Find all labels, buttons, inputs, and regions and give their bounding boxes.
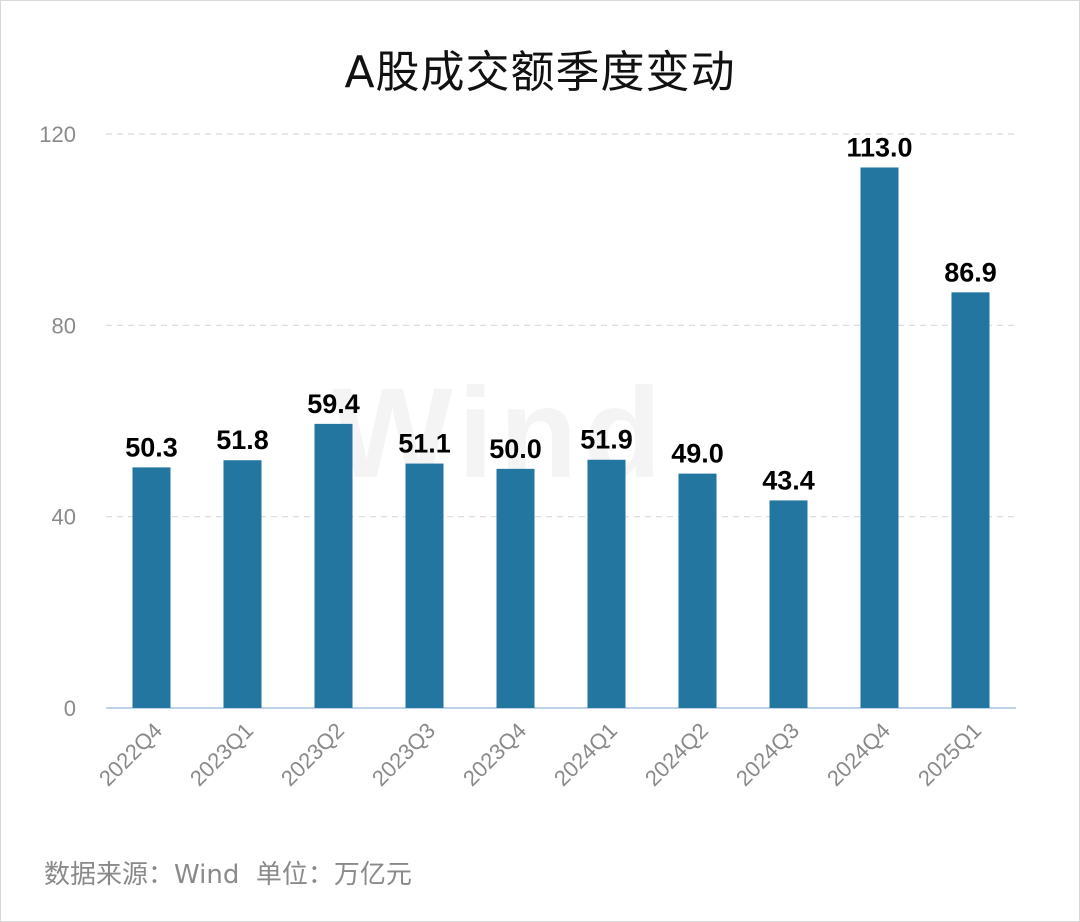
bar [223,460,262,708]
bar-value-label: 50.0 [489,434,542,464]
footer-spacer [239,860,256,890]
unit-value: 万亿元 [333,860,412,890]
bar [314,423,353,708]
bar [769,500,808,708]
y-tick-label: 120 [39,122,76,147]
chart-title: A股成交额季度变动 [344,47,736,98]
source-label: 数据来源： [44,860,175,890]
y-tick-label: 40 [52,505,76,530]
x-tick-label: 2024Q4 [822,718,895,791]
x-tick-label: 2023Q2 [276,718,349,791]
bar [951,292,990,708]
bar-value-label: 51.1 [398,429,451,459]
unit-label: 单位： [255,860,334,890]
x-tick-label: 2023Q3 [367,718,440,791]
bar-value-label: 43.4 [762,465,815,495]
bar [587,459,626,708]
x-tick-label: 2024Q3 [731,718,804,791]
x-tick-label: 2023Q1 [185,718,258,791]
bar [496,468,535,708]
bar-value-label: 51.8 [216,425,269,455]
bar-value-label: 50.3 [125,432,178,462]
bar-value-label: 51.9 [580,425,633,455]
bar [405,463,444,708]
x-tick-label: 2024Q1 [549,718,622,791]
x-tick-label: 2023Q4 [458,718,531,791]
bar-value-label: 59.4 [307,389,360,419]
bar-value-label: 86.9 [944,257,997,287]
bar-value-label: 49.0 [671,439,724,469]
x-tick-label: 2024Q2 [640,718,713,791]
y-tick-label: 0 [64,696,76,721]
bar [132,467,171,708]
bar [860,167,899,708]
x-tick-label: 2025Q1 [913,718,986,791]
y-tick-label: 80 [52,313,76,338]
bar [678,473,717,708]
chart-footer: 数据来源：Wind 单位：万亿元 [44,854,412,891]
source-value: Wind [174,860,240,890]
bar-value-label: 113.0 [846,132,912,162]
x-tick-label: 2022Q4 [94,718,167,791]
